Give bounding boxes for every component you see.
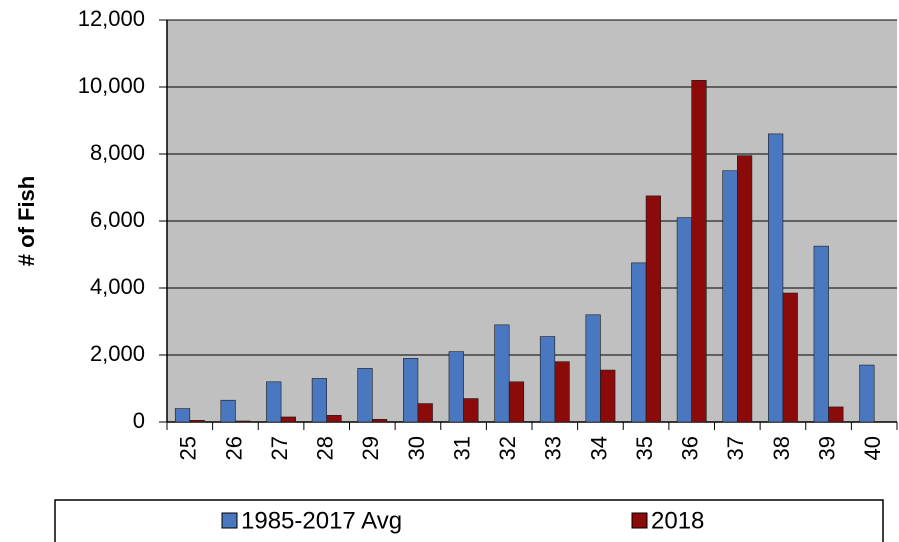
x-tick-label: 38 [769,436,794,460]
y-tick-label: 12,000 [78,6,145,31]
bar [554,361,570,423]
bar [372,419,388,423]
bar [859,364,875,423]
bar [600,369,616,423]
bar [508,381,525,423]
x-tick-label: 34 [586,436,611,460]
x-tick-label: 29 [358,436,383,460]
bar [357,368,373,423]
legend-swatch [631,512,648,529]
bar [691,80,707,423]
bar [266,381,282,423]
bar [828,406,844,423]
x-tick-label: 33 [541,436,566,460]
bar [585,314,601,423]
bar [539,336,556,423]
y-tick-label: 10,000 [78,73,145,98]
x-tick-label: 28 [313,436,338,460]
bar [782,292,798,423]
bar [189,420,205,423]
y-tick-label: 0 [133,408,145,433]
bar [737,155,753,423]
x-tick-label: 39 [814,436,839,460]
x-tick-label: 36 [678,436,703,460]
bar [768,133,784,423]
bar [417,403,433,423]
bar [676,217,692,423]
bar [280,416,296,423]
x-tick-label: 30 [404,436,429,460]
x-tick-label: 40 [860,436,885,460]
y-tick-label: 2,000 [90,341,145,366]
bar [311,378,327,423]
y-tick-label: 8,000 [90,140,145,165]
bar [494,324,510,423]
y-axis-title: # of Fish [14,176,39,266]
bar [813,245,829,423]
x-tick-label: 37 [723,436,748,460]
bar [645,195,661,423]
legend-label: 1985-2017 Avg [241,507,402,534]
bar [403,358,419,423]
x-tick-label: 31 [449,436,474,460]
legend-box [54,499,884,542]
bar [235,420,251,423]
bar [326,414,342,423]
legend-label: 2018 [651,507,704,534]
bar [463,398,479,423]
y-tick-label: 4,000 [90,274,145,299]
bar [631,262,647,423]
legend-swatch [221,512,238,529]
x-tick-label: 35 [632,436,657,460]
bar [220,399,236,423]
y-tick-label: 6,000 [90,207,145,232]
x-tick-label: 26 [221,436,246,460]
bar [722,170,738,423]
x-tick-label: 32 [495,436,520,460]
bar [448,351,464,423]
x-tick-label: 25 [176,436,201,460]
bar [174,408,191,423]
x-tick-label: 27 [267,436,292,460]
